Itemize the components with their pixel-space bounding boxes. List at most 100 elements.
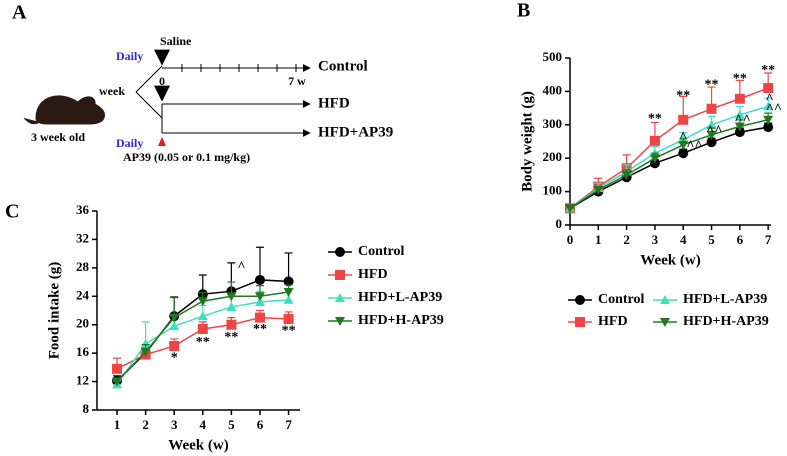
point	[678, 114, 689, 125]
saline-label: Saline	[160, 34, 192, 48]
legend-label: HFD+H-AP39	[358, 313, 444, 328]
start-label: 0	[159, 74, 165, 88]
x-tick-label: 7	[285, 417, 292, 432]
annotation: ^^	[706, 123, 722, 138]
annotation: **	[705, 77, 719, 92]
point	[649, 135, 660, 146]
annotation: **	[648, 112, 662, 127]
series-line	[569, 119, 769, 209]
panel-label: B	[517, 0, 530, 22]
y-tick-label: 0	[556, 216, 563, 231]
annotation: ^	[679, 130, 687, 145]
annotation: **	[253, 322, 267, 337]
point	[140, 338, 151, 348]
y-tick-label: 32	[76, 230, 89, 245]
legend-marker	[660, 295, 670, 304]
branch	[135, 65, 163, 93]
point	[169, 321, 180, 331]
point	[169, 313, 180, 323]
panel-label: C	[5, 201, 19, 223]
series-line	[569, 105, 769, 209]
legend-marker	[660, 318, 670, 327]
y-tick-label: 200	[543, 149, 563, 164]
point	[763, 122, 774, 133]
point	[283, 276, 294, 287]
annotation: **	[733, 71, 747, 86]
point	[649, 158, 660, 169]
group-label: HFD	[318, 95, 350, 111]
legend-label: Control	[598, 292, 645, 307]
y-axis-label: Body weight (g)	[519, 91, 535, 192]
annotation: ^^	[735, 113, 751, 128]
point	[706, 119, 717, 129]
point	[254, 292, 265, 302]
point	[706, 103, 717, 114]
y-tick-label: 400	[543, 82, 563, 97]
x-tick-label: 6	[257, 417, 264, 432]
x-axis-label: Week (w)	[640, 252, 700, 268]
point	[169, 341, 180, 352]
y-tick-label: 28	[76, 259, 90, 274]
mouse-label: 3 week old	[31, 130, 85, 144]
point	[734, 127, 745, 138]
y-tick-label: 500	[543, 49, 563, 64]
arrow	[158, 137, 166, 146]
legend-label: HFD+L-AP39	[358, 290, 442, 305]
x-tick-label: 5	[708, 232, 715, 247]
x-tick-label: 1	[114, 417, 121, 432]
x-tick-label: 4	[680, 232, 687, 247]
point	[706, 130, 717, 140]
y-tick-label: 20	[76, 316, 89, 331]
point	[254, 312, 265, 323]
point	[112, 363, 123, 374]
point	[678, 140, 689, 150]
annotation: ^^	[766, 102, 782, 117]
legend-label: Control	[358, 244, 405, 259]
y-tick-label: 8	[83, 401, 90, 416]
point	[621, 170, 632, 180]
x-tick-label: 4	[200, 417, 207, 432]
end-label: 7 w	[288, 74, 306, 88]
point	[763, 83, 774, 94]
y-tick-label: 12	[76, 373, 89, 388]
mouse-icon	[23, 95, 105, 125]
x-tick-label: 3	[171, 417, 178, 432]
x-tick-label: 7	[765, 232, 772, 247]
point	[254, 296, 265, 306]
legend-marker	[335, 247, 345, 257]
x-tick-label: 6	[737, 232, 744, 247]
y-tick-label: 300	[543, 116, 563, 131]
x-axis-label: Week (w)	[168, 437, 228, 453]
point	[649, 154, 660, 164]
y-tick-label: 24	[76, 287, 90, 302]
point	[678, 148, 689, 159]
point	[197, 297, 208, 307]
panel-label: A	[12, 2, 27, 24]
point	[254, 274, 265, 285]
annotation: ^^	[686, 138, 702, 153]
legend-label: HFD	[358, 267, 388, 282]
point	[226, 301, 237, 311]
legend-marker	[575, 317, 585, 327]
point	[283, 294, 294, 304]
legend-label: HFD	[598, 314, 628, 329]
point	[197, 323, 208, 334]
legend-marker	[335, 270, 345, 280]
daily-label: Daily	[116, 136, 143, 150]
group-label: Control	[318, 58, 368, 74]
annotation: **	[282, 323, 296, 338]
annotation: *	[171, 350, 178, 365]
y-tick-label: 36	[76, 202, 90, 217]
point	[734, 122, 745, 132]
week-label: week	[99, 84, 125, 98]
point	[226, 319, 237, 330]
x-tick-label: 0	[567, 232, 574, 247]
annotation: **	[224, 330, 238, 345]
legend-marker	[335, 317, 345, 326]
legend-label: HFD+L-AP39	[683, 292, 767, 307]
point	[706, 137, 717, 148]
panel-a: A 3 week old week Saline Daily 0 7 w Con…	[12, 2, 393, 164]
point	[734, 93, 745, 104]
